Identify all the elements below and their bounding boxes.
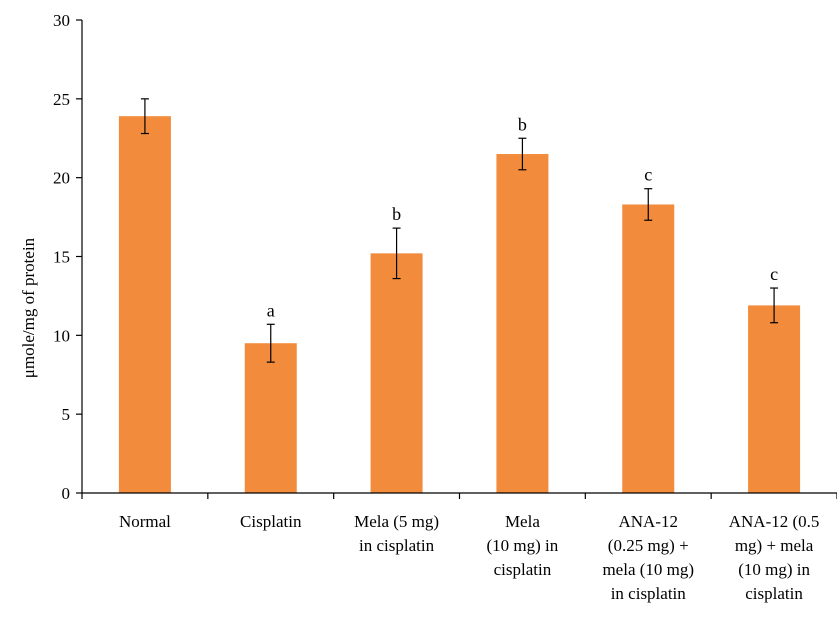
y-tick-label: 5 xyxy=(62,405,71,424)
error-bars-group xyxy=(140,98,779,363)
x-tick-label: Cisplatin xyxy=(240,512,302,531)
bar xyxy=(496,154,549,493)
annotations-group: a b b c c xyxy=(267,114,778,320)
significance-label: c xyxy=(770,264,778,284)
y-tick-label: 30 xyxy=(53,11,70,30)
significance-label: b xyxy=(518,114,527,134)
bar xyxy=(370,253,423,493)
x-axis xyxy=(81,492,837,499)
x-tick-label: Mela (10 mg) in cisplatin xyxy=(487,512,559,579)
x-tick-label: ANA-12 (0.25 mg) + mela (10 mg) in cisplati… xyxy=(602,512,694,603)
significance-label: a xyxy=(267,300,275,320)
y-axis-title: μmole/mg of protein xyxy=(19,237,38,378)
x-tick-labels: Normal Cisplatin Mela (5 mg) in cisplatin Me… xyxy=(119,512,819,603)
y-tick-label: 0 xyxy=(62,484,71,503)
x-tick-label: Mela (5 mg) in cisplatin xyxy=(354,512,439,555)
x-tick-label: Normal xyxy=(119,512,171,531)
bar xyxy=(244,343,297,493)
y-tick-label: 10 xyxy=(53,326,70,345)
y-tick-label: 25 xyxy=(53,90,70,109)
bars-group xyxy=(118,116,801,493)
significance-label: c xyxy=(644,165,652,185)
x-tick-label: ANA-12 (0.5 mg) + mela (10 mg) in cisplatin xyxy=(729,512,820,603)
bar xyxy=(118,116,171,493)
significance-label: b xyxy=(392,204,401,224)
y-tick-label: 15 xyxy=(53,248,70,267)
bar xyxy=(748,305,801,493)
y-axis: 0 5 10 15 20 25 30 xyxy=(53,11,83,503)
y-axis-title-group: μmole/mg of protein xyxy=(19,237,38,378)
y-tick-label: 20 xyxy=(53,169,70,188)
bar xyxy=(622,204,675,493)
